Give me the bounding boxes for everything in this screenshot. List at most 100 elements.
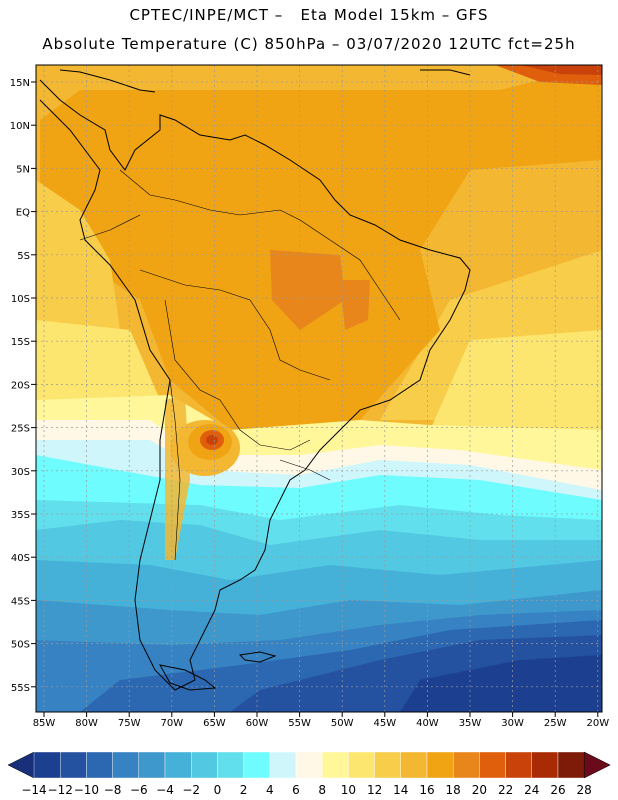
- colorbar-swatch: [190, 751, 218, 779]
- border-ecuador: [79, 214, 141, 241]
- lat-label: 40S: [11, 553, 30, 564]
- border-amazon: [139, 269, 331, 381]
- field-atlantic-yellow: [430, 330, 602, 430]
- lon-label: 30W: [501, 718, 524, 729]
- central-america-coast: [59, 69, 156, 93]
- colorbar-label: −10: [74, 783, 99, 797]
- colorbar-label: 24: [524, 783, 539, 797]
- colorbar-swatch: [164, 751, 192, 779]
- country-borders: [79, 169, 401, 561]
- colorbar-label: −4: [156, 783, 174, 797]
- colorbar-swatch: [217, 751, 244, 779]
- lon-label: 35W: [459, 718, 482, 729]
- colorbar-swatch: [86, 751, 113, 779]
- lon-label: 50W: [331, 718, 354, 729]
- colorbar-label: 14: [393, 783, 408, 797]
- lat-label: 10N: [10, 121, 30, 132]
- field-band-m12: [400, 655, 602, 712]
- colorbar-swatch: [243, 751, 271, 779]
- lat-label: 5N: [16, 164, 30, 175]
- continent-outline: [39, 79, 471, 691]
- colorbar-label: −6: [130, 783, 148, 797]
- colorbar-label: 16: [419, 783, 434, 797]
- lat-label: 35S: [11, 510, 30, 521]
- colorbar-swatch: [60, 751, 87, 779]
- colorbar-label: 10: [341, 783, 356, 797]
- lat-label: 15N: [10, 78, 30, 89]
- colorbar-swatch: [400, 751, 428, 779]
- colorbar-label: −2: [182, 783, 200, 797]
- colorbar-swatch: [269, 751, 297, 779]
- lon-label: 25W: [544, 718, 567, 729]
- colorbar-label: 18: [446, 783, 461, 797]
- tierra-del-fuego: [159, 664, 217, 691]
- lon-label: 60W: [246, 718, 269, 729]
- temperature-field: [36, 65, 602, 712]
- border-north: [119, 169, 301, 221]
- lat-label: 55S: [11, 683, 30, 694]
- field-andes-warm: [165, 395, 190, 560]
- border-bolivia: [164, 299, 221, 401]
- colorbar-label: 0: [214, 783, 222, 797]
- lon-label: 20W: [586, 718, 609, 729]
- lon-label: 55W: [288, 718, 311, 729]
- colorbar-swatch: [374, 751, 402, 779]
- colorbar-label: 20: [472, 783, 487, 797]
- lat-label: 20S: [11, 380, 30, 391]
- border-paraguay: [219, 399, 311, 451]
- longitude-labels: 85W 80W 75W 70W 65W 60W 55W 50W 45W 40W 35W 30W 25W 2…: [33, 712, 609, 729]
- graticule: [36, 65, 602, 712]
- lon-label: 70W: [160, 718, 183, 729]
- lon-label: 65W: [203, 718, 226, 729]
- field-band-6: [36, 440, 602, 505]
- border-uruguay: [279, 459, 331, 481]
- colorbar-swatch: [479, 751, 506, 779]
- colorbar-label: 26: [550, 783, 565, 797]
- colorbar-swatch: [348, 751, 375, 779]
- lon-label: 85W: [33, 718, 56, 729]
- colorbar-label: 2: [240, 783, 248, 797]
- colorbar-label: 8: [318, 783, 326, 797]
- lat-label: 25S: [11, 424, 30, 435]
- lat-label: 30S: [11, 467, 30, 478]
- field-hottest-northeast: [520, 65, 602, 75]
- lon-label: 75W: [118, 718, 141, 729]
- field-hot-core-brazil: [270, 250, 345, 330]
- colorbar-label: 4: [266, 783, 274, 797]
- field-hot-core-east: [340, 280, 370, 330]
- colorbar: −14 −12 −10 −8 −6 −4 −2 0 2 4 6 8 10 12 14 16 18 20 22 24 26…: [7, 751, 611, 797]
- title-line-2: Absolute Temperature (C) 850hPa – 03/07/…: [42, 35, 576, 53]
- lon-label: 45W: [373, 718, 396, 729]
- border-brazil-states: [299, 219, 401, 321]
- colorbar-label: −12: [48, 783, 73, 797]
- field-warm-blob-peak: [206, 435, 218, 445]
- colorbar-swatch: [138, 751, 166, 779]
- colorbar-label: 22: [498, 783, 513, 797]
- lat-label: 10S: [11, 294, 30, 305]
- caribbean-islands: [420, 69, 471, 76]
- colorbar-label: −14: [21, 783, 46, 797]
- lon-label: 80W: [75, 718, 98, 729]
- colorbar-label: 12: [367, 783, 382, 797]
- colorbar-swatch: [295, 751, 323, 779]
- lat-label: 50S: [11, 640, 30, 651]
- colorbar-swatch: [322, 751, 349, 779]
- latitude-labels: 15N 10N 5N EQ 5S 10S 15S 20S 25S 30S 35S 40S 45S 50S 5…: [10, 78, 36, 694]
- colorbar-label: 6: [292, 783, 300, 797]
- lat-label: 45S: [11, 596, 30, 607]
- colorbar-label: 28: [577, 783, 592, 797]
- map-frame: [35, 64, 603, 713]
- lat-label: 15S: [11, 337, 30, 348]
- colorbar-end-high: [583, 751, 611, 779]
- lon-label: 40W: [416, 718, 439, 729]
- colorbar-end-low: [7, 751, 35, 779]
- colorbar-swatch: [505, 751, 533, 779]
- colorbar-label: −8: [104, 783, 122, 797]
- colorbar-swatch: [557, 751, 585, 779]
- lat-label: 5S: [17, 251, 30, 262]
- field-continent-orange: [40, 65, 602, 430]
- border-andes: [169, 379, 181, 561]
- colorbar-swatch: [112, 751, 139, 779]
- coastline: [39, 69, 471, 691]
